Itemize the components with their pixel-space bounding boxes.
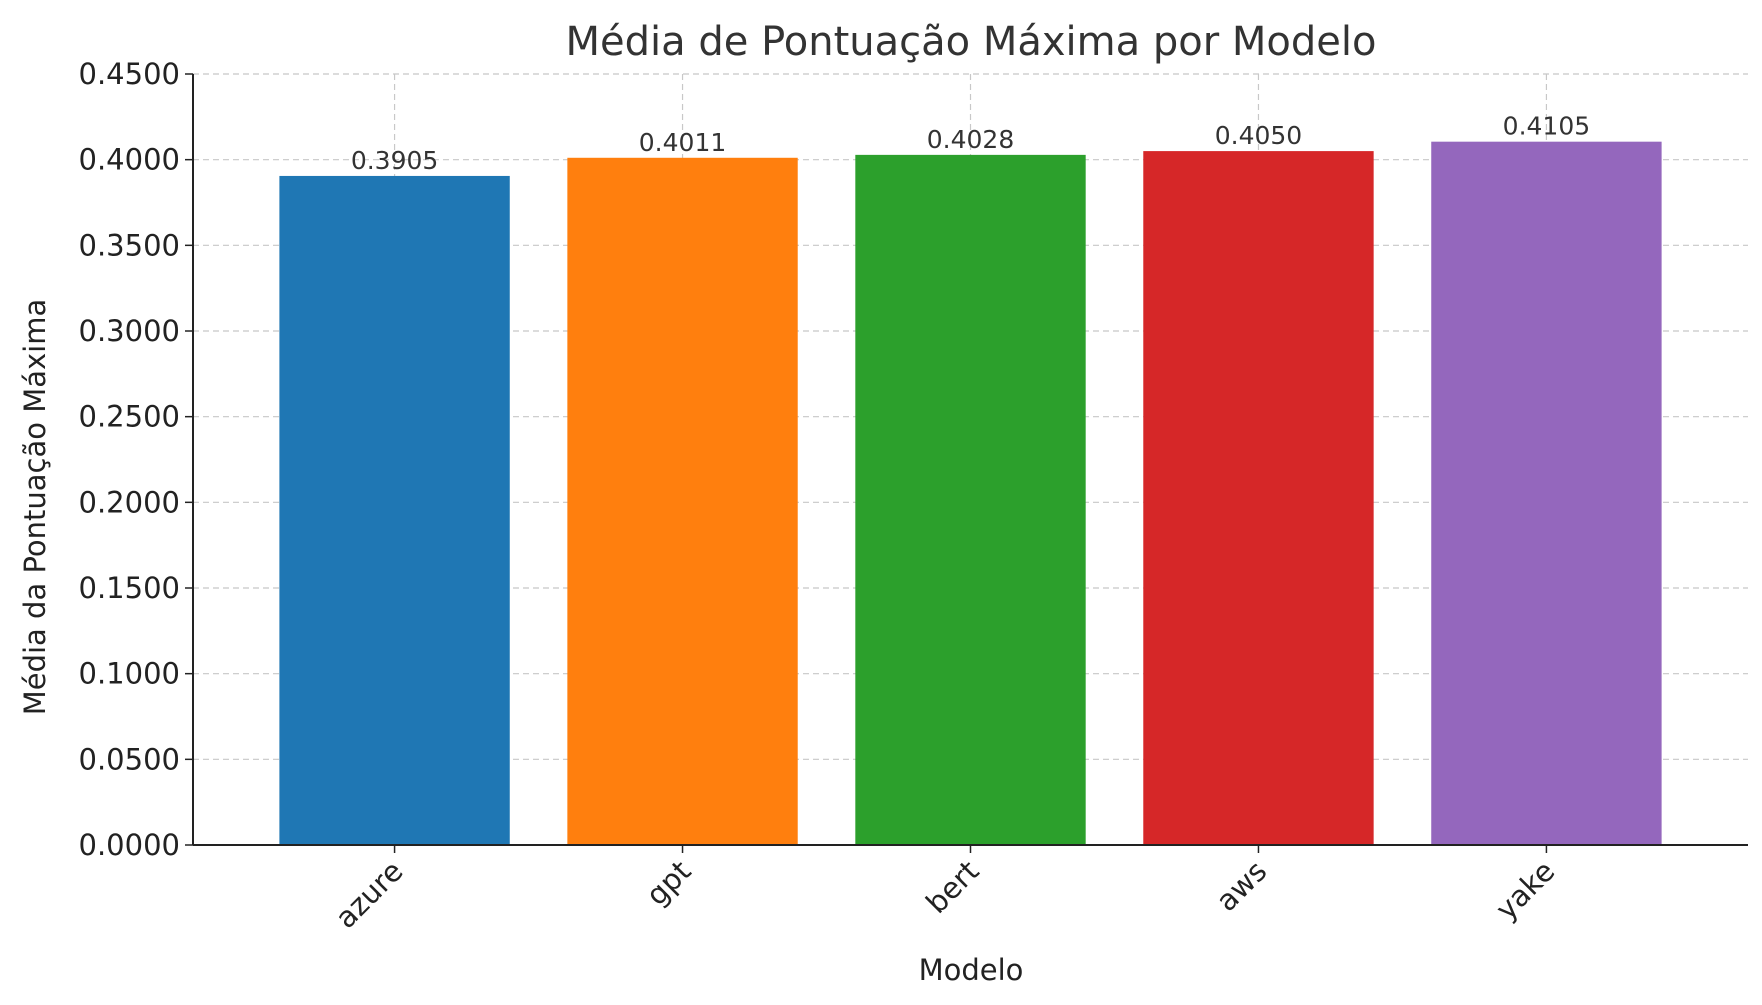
bar-azure — [279, 175, 510, 845]
y-tick-label: 0.1000 — [79, 657, 180, 691]
bar-value-label-bert: 0.4028 — [927, 125, 1014, 154]
y-tick-label: 0.2000 — [79, 485, 180, 519]
y-tick-label: 0.1500 — [79, 571, 180, 605]
y-axis-title: Média da Pontuação Máxima — [18, 299, 52, 716]
x-tick-label-aws: aws — [1209, 854, 1273, 918]
y-tick-label: 0.4500 — [79, 57, 180, 91]
bar-value-label-gpt: 0.4011 — [639, 128, 726, 157]
y-tick-label: 0.0000 — [79, 828, 180, 862]
bar-bert — [855, 154, 1086, 846]
bar-value-label-aws: 0.4050 — [1215, 121, 1302, 150]
x-tick-label-bert: bert — [919, 854, 985, 920]
bar-value-label-yake: 0.4105 — [1503, 112, 1590, 141]
bar-gpt — [567, 157, 798, 846]
y-tick-label: 0.0500 — [79, 742, 180, 776]
x-tick-label-gpt: gpt — [639, 854, 697, 912]
y-tick-label: 0.2500 — [79, 400, 180, 434]
bar-value-label-azure: 0.3905 — [351, 146, 438, 175]
bar-aws — [1143, 151, 1374, 846]
bar-yake — [1431, 141, 1662, 846]
x-tick-label-yake: yake — [1489, 854, 1562, 927]
bars-layer — [279, 141, 1662, 846]
chart-title: Média de Pontuação Máxima por Modelo — [566, 19, 1377, 65]
y-tick-label: 0.4000 — [79, 143, 180, 177]
x-axis-title: Modelo — [919, 953, 1024, 987]
axes-layer — [185, 73, 1748, 853]
y-tick-label: 0.3500 — [79, 228, 180, 262]
x-tick-label-azure: azure — [329, 854, 410, 935]
y-tick-label: 0.3000 — [79, 314, 180, 348]
